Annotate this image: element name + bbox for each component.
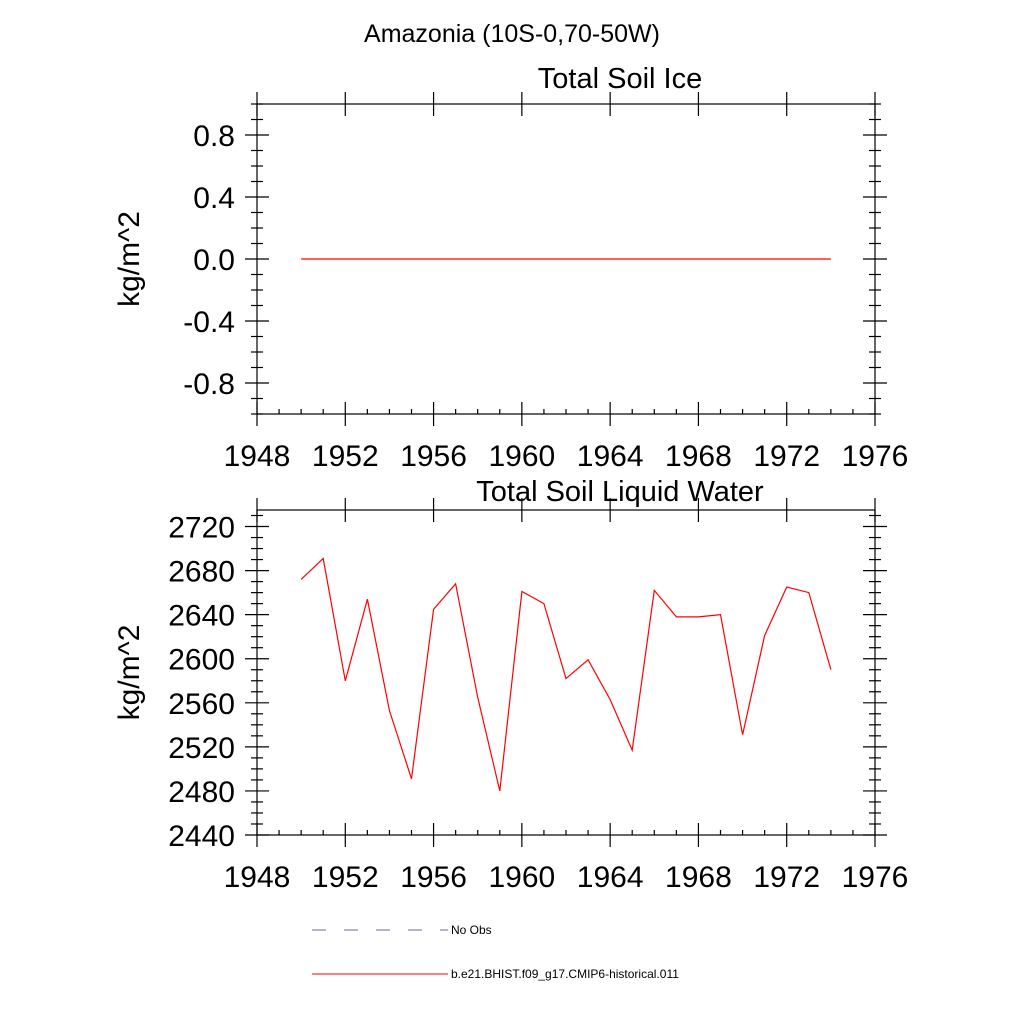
legend-label-no-obs: No Obs [451, 923, 492, 937]
x-tick-label: 1948 [224, 861, 291, 894]
y-tick-label: 2480 [168, 776, 235, 809]
series-line [300, 557, 832, 792]
x-tick-label: 1976 [842, 440, 909, 473]
panel-total-soil-ice: Total Soil Ice 1948 1952 1956 1960 1964 1968 19… [113, 63, 908, 473]
y-tick-label: -0.8 [183, 368, 235, 401]
x-tick-label: 1956 [400, 440, 467, 473]
y-tick-label: -0.4 [183, 306, 235, 339]
x-tick-label: 1972 [753, 861, 820, 894]
x-tick-label: 1952 [312, 861, 379, 894]
x-tick-label: 1976 [842, 861, 909, 894]
legend-label-model: b.e21.BHIST.f09_g17.CMIP6-historical.011 [451, 967, 679, 981]
y-tick-label: 2600 [168, 644, 235, 677]
x-tick-label: 1964 [577, 861, 644, 894]
y-tick-label: 2520 [168, 732, 235, 765]
y-tick-label: 2560 [168, 688, 235, 721]
y-tick-label: 2680 [168, 556, 235, 589]
y-tick-label: 2720 [168, 512, 235, 545]
plot-frame [256, 509, 876, 836]
x-tick-label: 1960 [488, 861, 555, 894]
x-tick-label: 1952 [312, 440, 379, 473]
y-tick-label: 0.4 [193, 182, 235, 215]
x-tick-label: 1972 [753, 440, 820, 473]
x-tick-label: 1960 [488, 440, 555, 473]
panel-title: Total Soil Ice [538, 63, 702, 95]
x-tick-label: 1968 [665, 440, 732, 473]
x-tick-label: 1968 [665, 861, 732, 894]
legend: No Obs b.e21.BHIST.f09_g17.CMIP6-histori… [312, 923, 679, 981]
y-tick-label: 2640 [168, 600, 235, 633]
y-tick-label: 0.0 [193, 244, 235, 277]
x-tick-label: 1964 [577, 440, 644, 473]
y-tick-label: 2440 [168, 820, 235, 853]
panel-title: Total Soil Liquid Water [476, 476, 764, 508]
panel-total-soil-liquid-water: Total Soil Liquid Water 1948 1952 1956 1960 1… [113, 476, 908, 894]
figure-title: Amazonia (10S-0,70-50W) [364, 20, 660, 48]
y-tick-label: 0.8 [193, 120, 235, 153]
y-axis-label: kg/m^2 [113, 211, 146, 307]
x-tick-label: 1948 [224, 440, 291, 473]
x-tick-label: 1956 [400, 861, 467, 894]
y-axis-label: kg/m^2 [113, 625, 146, 721]
